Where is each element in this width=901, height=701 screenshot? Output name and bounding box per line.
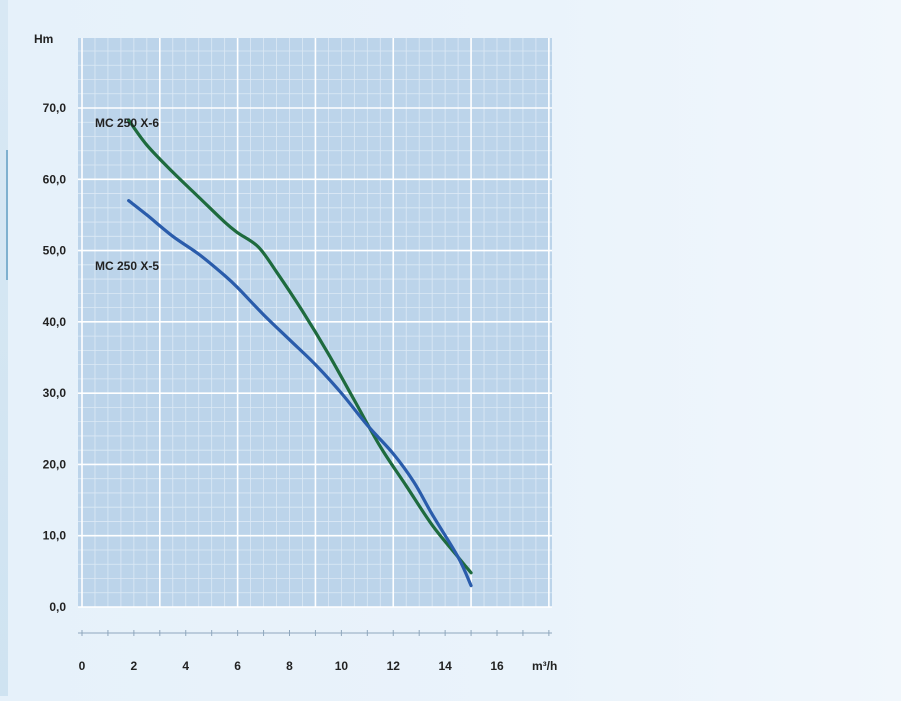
x-tick-label: 12 [387,659,401,673]
left-edge-strip [0,0,8,696]
x-axis: 0 2 4 6 8 10 12 14 16 [78,630,552,673]
x-tick-label: 0 [79,659,86,673]
x-axis-label: m³/h [532,659,557,673]
y-tick-label: 40,0 [43,315,67,329]
x-tick-label: 16 [490,659,504,673]
series-label-0: MC 250 X-6 [95,116,159,130]
x-tick-label: 10 [335,659,349,673]
y-axis-label: Hm [34,32,53,46]
y-tick-label: 60,0 [43,172,67,186]
x-tick-label: 8 [286,659,293,673]
y-tick-label: 10,0 [43,529,67,543]
y-axis-ticks: 0,0 10,0 20,0 30,0 40,0 50,0 60,0 70,0 [43,101,67,614]
left-edge-mark [6,150,8,280]
series-label-1: MC 250 X-5 [95,259,159,273]
x-tick-label: 2 [131,659,138,673]
x-tick-label: 14 [438,659,452,673]
y-tick-label: 30,0 [43,386,67,400]
y-tick-label: 50,0 [43,244,67,258]
series-line-1 [127,199,473,588]
x-tick-label: 6 [234,659,241,673]
series-layer: MC 250 X-6 MC 250 X-5 [95,116,473,588]
series-line-0 [127,118,473,575]
grid-major [78,38,552,608]
y-tick-label: 0,0 [49,600,66,614]
y-tick-label: 70,0 [43,101,67,115]
x-tick-label: 4 [182,659,189,673]
y-tick-label: 20,0 [43,457,67,471]
